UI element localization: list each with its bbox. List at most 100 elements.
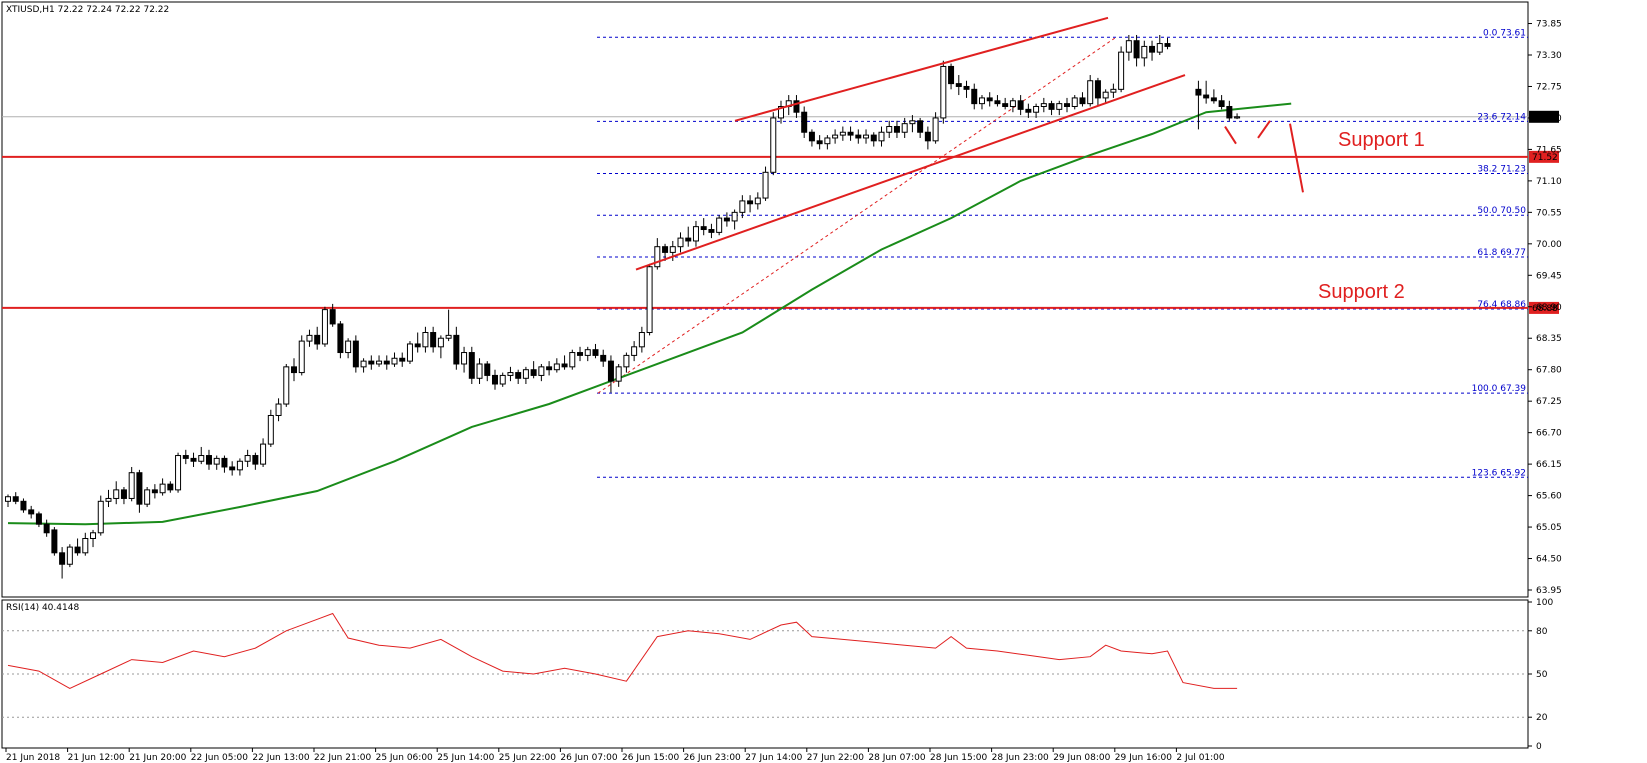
candle-body (584, 349, 591, 356)
fib-label: 38.2 71.23 (1477, 164, 1526, 174)
candle-body (646, 266, 653, 334)
rsi-indicator: 100 80 50 20 0 (2, 598, 1553, 752)
candle (1064, 97, 1071, 113)
channel-lower (635, 74, 1186, 271)
candle-body (82, 538, 89, 554)
candle-body (615, 366, 622, 382)
candle (1056, 100, 1063, 116)
candle (522, 366, 529, 385)
rsi-panel-frame (1, 599, 1529, 749)
candle (1149, 40, 1156, 61)
candle (700, 218, 707, 236)
candle (28, 505, 35, 519)
candle-body (20, 500, 27, 511)
rsi-tick-label: 80 (1536, 627, 1548, 637)
candle (762, 166, 769, 201)
candle-body (337, 323, 344, 354)
candle-body (986, 97, 993, 102)
candle-body (1079, 97, 1086, 105)
candle (182, 449, 189, 465)
candle-body (1094, 80, 1101, 99)
rsi-tick-label: 100 (1536, 598, 1553, 608)
candle (159, 478, 166, 496)
candle-body (592, 349, 599, 356)
candle-body (1195, 88, 1202, 96)
candle-body (677, 237, 684, 248)
candle-body (739, 200, 746, 213)
candle-body (35, 513, 42, 525)
candle (569, 349, 576, 370)
support-price-box (1529, 150, 1559, 163)
channel-upper (734, 16, 1109, 122)
candle-body (832, 134, 839, 139)
time-tick-label: 21 Jun 12:00 (68, 753, 125, 763)
candle (692, 220, 699, 247)
trend-channel (635, 16, 1304, 271)
candle (321, 306, 328, 347)
candle-body (638, 332, 645, 348)
candle-body (213, 457, 220, 465)
candle (971, 83, 978, 110)
candle (113, 481, 120, 505)
candle (345, 338, 352, 359)
candle (1110, 83, 1117, 98)
candle (1203, 80, 1210, 104)
candle (801, 106, 808, 138)
candle (1141, 40, 1148, 67)
candle (847, 126, 854, 141)
candle-body (577, 352, 584, 356)
fib-label: 23.6 72.14 (1477, 112, 1526, 122)
candle-body (569, 352, 576, 368)
time-tick-label: 22 Jun 05:00 (191, 753, 248, 763)
candle-body (662, 246, 669, 253)
candle-body (1064, 103, 1071, 107)
candle (275, 398, 282, 422)
candle-body (314, 334, 321, 345)
candle (43, 519, 50, 537)
candle-body (994, 100, 1001, 105)
candle-body (948, 65, 955, 85)
candle (175, 452, 182, 493)
support-lines: 71.52 68.88 (2, 150, 1559, 314)
candle-body (468, 352, 475, 379)
candle (12, 492, 19, 505)
candle (955, 75, 962, 96)
time-tick-label: 21 Jun 20:00 (129, 753, 186, 763)
candle-body (136, 472, 143, 505)
price-tick-label: 64.50 (1536, 555, 1562, 565)
candle-body (631, 346, 638, 356)
candle (1226, 100, 1233, 121)
candle-body (855, 134, 862, 139)
candle (1118, 46, 1125, 93)
rsi-tick-label: 20 (1536, 713, 1548, 723)
candle (623, 352, 630, 373)
candle-body (1133, 40, 1140, 59)
price-tick-label: 67.25 (1536, 397, 1562, 407)
candle-body (159, 483, 166, 494)
candle-body (723, 217, 730, 222)
candle (940, 60, 947, 124)
candle-body (59, 552, 66, 565)
candle-body (360, 360, 367, 368)
price-tick-label: 71.65 (1536, 145, 1562, 155)
candle-body (244, 455, 251, 462)
candle (515, 369, 522, 385)
candle (994, 95, 1001, 107)
time-tick-label: 2 Jul 01:00 (1176, 753, 1225, 763)
candle-body (391, 357, 398, 365)
candle-body (731, 211, 738, 222)
candle (808, 129, 815, 147)
candle (1133, 34, 1140, 67)
candle (507, 366, 514, 382)
candle (205, 449, 212, 470)
candle-body (778, 105, 784, 119)
candle-body (74, 546, 81, 554)
projection-up (1257, 120, 1271, 139)
projection-down-2 (1289, 123, 1304, 193)
candle-body (917, 120, 924, 133)
candle (584, 346, 591, 362)
price-tick-label: 65.05 (1536, 523, 1562, 533)
candle-body (190, 457, 197, 462)
candle-body (182, 455, 189, 459)
candle-body (1118, 51, 1125, 90)
